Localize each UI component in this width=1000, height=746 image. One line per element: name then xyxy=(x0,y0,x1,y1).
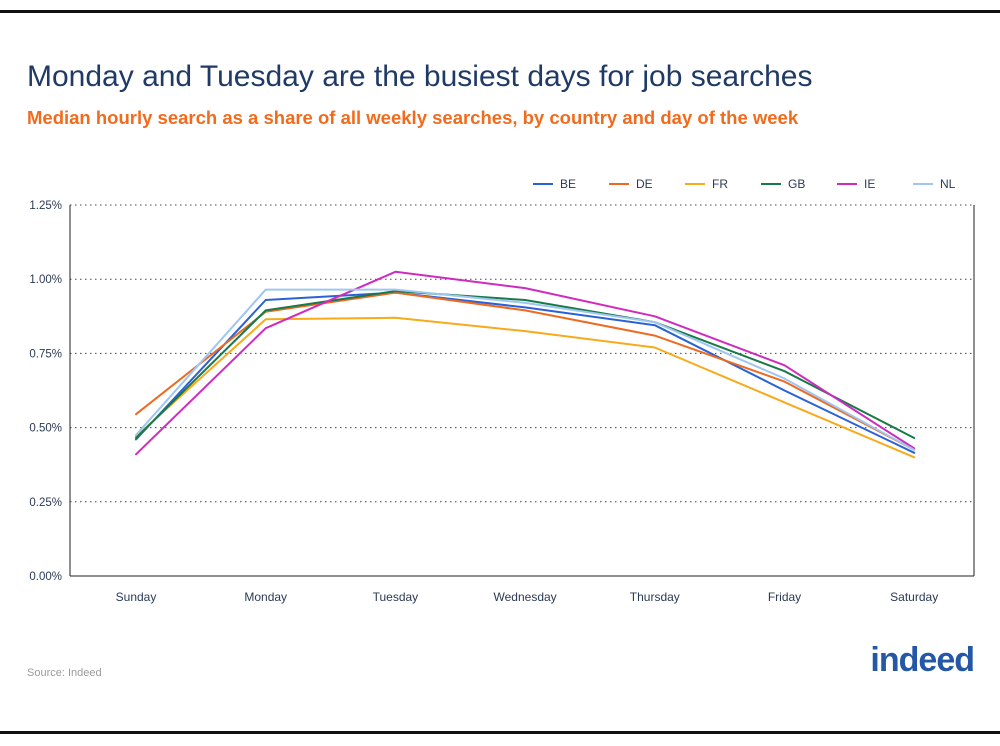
series-line-nl xyxy=(135,288,916,451)
series-line-fr xyxy=(135,316,916,459)
series-line-de xyxy=(135,291,916,451)
x-tick-label: Tuesday xyxy=(373,590,419,604)
legend-label-nl: NL xyxy=(940,177,956,191)
y-tick-label: 0.00% xyxy=(29,571,62,583)
legend-label-be: BE xyxy=(560,177,576,191)
x-tick-label: Thursday xyxy=(630,590,680,604)
legend-label-gb: GB xyxy=(788,177,805,191)
legend-label-ie: IE xyxy=(864,177,875,191)
series-line-gb xyxy=(135,290,916,439)
y-tick-label: 1.25% xyxy=(29,200,62,212)
indeed-logo: indeed xyxy=(870,641,975,679)
gridlines xyxy=(70,204,974,503)
x-tick-label: Sunday xyxy=(116,590,157,604)
x-tick-label: Saturday xyxy=(890,590,938,604)
y-tick-label: 1.00% xyxy=(29,274,62,286)
y-tick-label: 0.25% xyxy=(29,497,62,509)
x-tick-label: Friday xyxy=(768,590,801,604)
legend-label-de: DE xyxy=(636,177,653,191)
chart-subtitle: Median hourly search as a share of all w… xyxy=(27,107,799,128)
bottom-rule xyxy=(0,731,1000,734)
legend-label-fr: FR xyxy=(712,177,728,191)
top-rule xyxy=(0,10,1000,13)
chart-title: Monday and Tuesday are the busiest days … xyxy=(27,60,813,93)
line-chart: 0.00% 0.25% 0.50% 0.75% 1.00% 1.25% Sunday Mond… xyxy=(29,177,975,604)
y-tick-label: 0.75% xyxy=(29,348,62,360)
series-line-ie xyxy=(135,270,916,456)
x-tick-label: Monday xyxy=(244,590,287,604)
series-lines xyxy=(135,270,916,459)
axes: 0.00% 0.25% 0.50% 0.75% 1.00% 1.25% Sunday Mond… xyxy=(29,200,975,604)
series-line-be xyxy=(135,291,916,454)
legend: BE DE FR GB IE NL xyxy=(533,177,956,191)
x-tick-label: Wednesday xyxy=(494,590,557,604)
y-tick-label: 0.50% xyxy=(29,423,62,435)
source-note: Source: Indeed xyxy=(27,667,102,679)
